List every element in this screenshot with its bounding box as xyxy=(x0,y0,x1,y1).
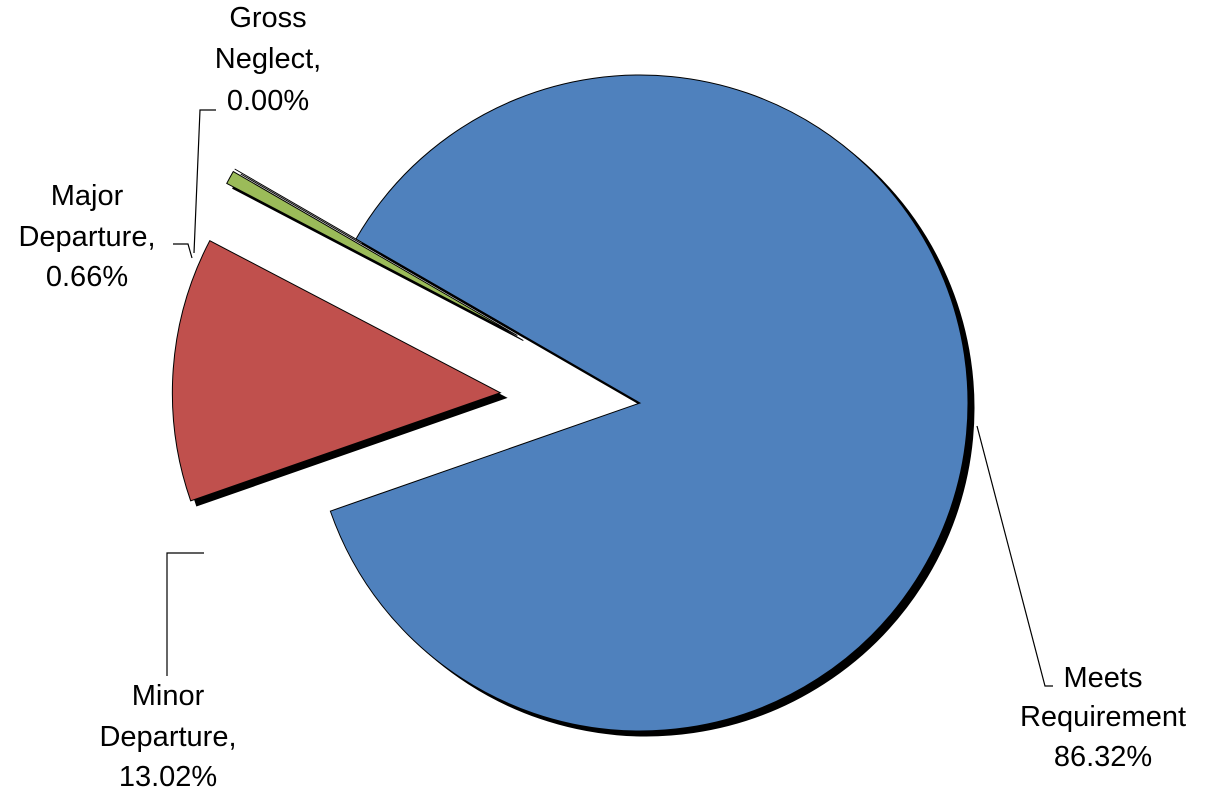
pie-slices xyxy=(171,74,969,732)
data-label-minor-departure-line-3: 13.02% xyxy=(119,761,217,793)
leader-line-gross-neglect xyxy=(193,109,216,254)
leader-line-minor-departure xyxy=(166,552,204,676)
data-label-minor-departure: Minor Departure, 13.02% xyxy=(99,680,236,793)
data-label-meets-requirement: Meets Requirement 86.32% xyxy=(1020,662,1186,773)
data-label-gross-neglect-line-1: Gross xyxy=(229,2,306,34)
slice-major-departure xyxy=(226,170,518,336)
slice-minor-departure xyxy=(171,240,502,502)
data-labels: Meets Requirement 86.32% Minor Departure, 13.… xyxy=(18,2,1186,793)
data-label-minor-departure-line-1: Minor xyxy=(132,680,205,712)
data-label-major-departure: Major Departure, 0.66% xyxy=(18,180,155,293)
leader-line-meets-requirement xyxy=(976,425,1053,687)
data-label-gross-neglect-line-3: 0.00% xyxy=(227,85,309,117)
data-label-major-departure-line-2: Departure, xyxy=(18,221,155,253)
data-label-major-departure-line-3: 0.66% xyxy=(46,261,128,293)
data-label-major-departure-line-1: Major xyxy=(51,180,124,212)
leader-line-major-departure xyxy=(173,243,193,259)
data-label-meets-requirement-line-2: Requirement xyxy=(1020,701,1186,733)
data-label-meets-requirement-line-3: 86.32% xyxy=(1054,741,1152,773)
data-label-gross-neglect: Gross Neglect, 0.00% xyxy=(215,2,321,117)
data-label-minor-departure-line-2: Departure, xyxy=(99,721,236,753)
data-label-gross-neglect-line-2: Neglect, xyxy=(215,43,321,75)
leader-lines xyxy=(166,109,1053,687)
slice-meets-requirement xyxy=(329,74,969,732)
data-label-meets-requirement-line-1: Meets xyxy=(1064,662,1143,694)
